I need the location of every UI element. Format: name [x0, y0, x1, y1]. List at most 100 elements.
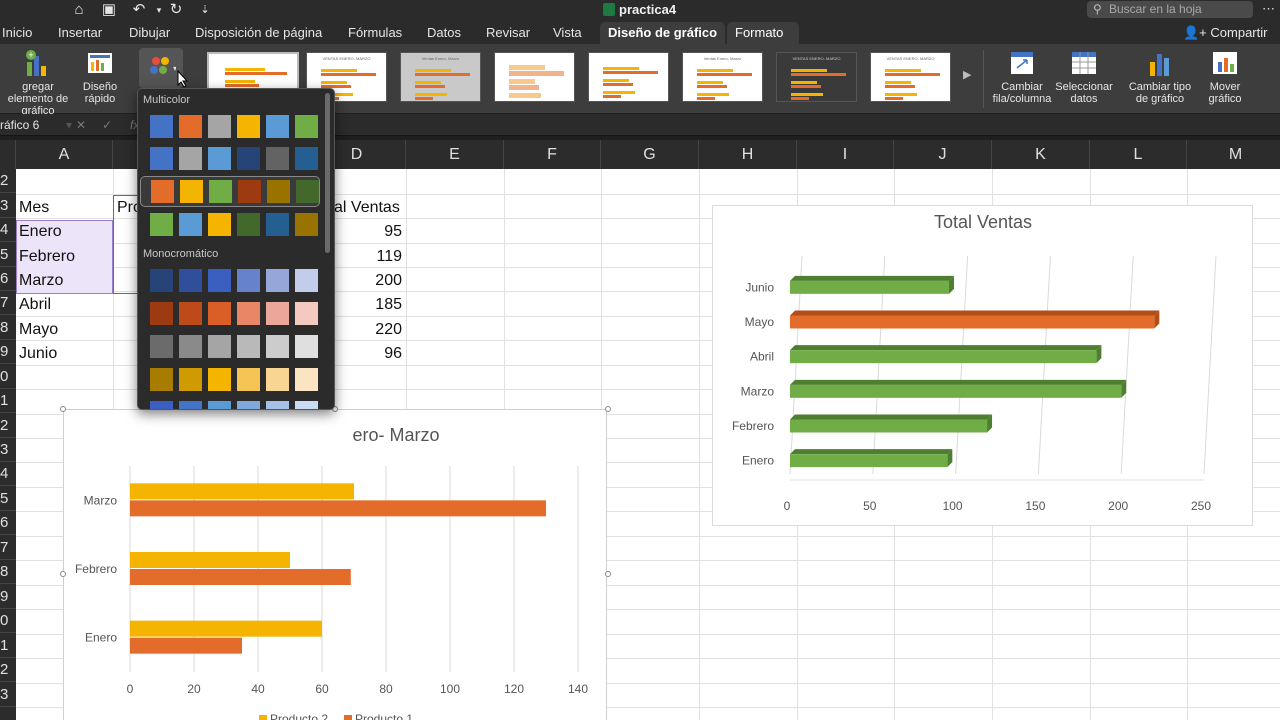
- row-header[interactable]: 8: [0, 316, 16, 340]
- col-header-d[interactable]: D: [308, 140, 406, 169]
- row-header[interactable]: 6: [0, 511, 16, 535]
- change-colors-button[interactable]: ▾: [139, 48, 183, 88]
- row-header[interactable]: 3: [0, 194, 16, 218]
- row-header[interactable]: 3: [0, 438, 16, 462]
- bar-abril[interactable]: [790, 345, 1102, 364]
- resize-handle[interactable]: [60, 406, 66, 412]
- gallery-next-icon[interactable]: ▶: [963, 69, 972, 81]
- select-data-button[interactable]: Seleccionar datos: [1054, 48, 1114, 105]
- row-header[interactable]: 9: [0, 585, 16, 609]
- cell-d6[interactable]: 200: [375, 272, 402, 289]
- col-header-i[interactable]: I: [797, 140, 894, 169]
- chart-total-ventas[interactable]: Total Ventas 0 50 100 150 200 250 Enero Febrero M…: [712, 205, 1253, 526]
- tab-diseno-grafico[interactable]: Diseño de gráfico: [600, 22, 726, 44]
- row-header[interactable]: 3: [0, 683, 16, 707]
- cell-a8[interactable]: Mayo: [19, 321, 59, 338]
- undo-icon[interactable]: ↶: [132, 1, 146, 18]
- tab-formato[interactable]: Formato: [727, 22, 799, 44]
- tab-datos[interactable]: Datos: [427, 25, 461, 40]
- row-header[interactable]: 5: [0, 487, 16, 511]
- bar-producto-2[interactable]: [130, 620, 322, 637]
- row-header[interactable]: 1: [0, 634, 16, 658]
- namebox-dropdown-icon[interactable]: ▾: [66, 118, 73, 132]
- bar-marzo[interactable]: [790, 379, 1127, 398]
- share-button[interactable]: 👤+ Compartir: [1183, 23, 1267, 43]
- cell-b3[interactable]: Pro: [117, 199, 142, 216]
- cell-a4[interactable]: Enero: [19, 223, 62, 240]
- chart-style-4[interactable]: [494, 52, 575, 102]
- col-header-e[interactable]: E: [406, 140, 504, 169]
- row-header[interactable]: 8: [0, 560, 16, 584]
- cancel-formula-icon[interactable]: ✕: [76, 118, 87, 132]
- row-header[interactable]: 2: [0, 169, 16, 193]
- col-header-a[interactable]: A: [16, 140, 113, 169]
- tab-formulas[interactable]: Fórmulas: [348, 25, 403, 40]
- save-icon[interactable]: ▣: [101, 1, 117, 18]
- col-header-h[interactable]: H: [699, 140, 797, 169]
- cell-d4[interactable]: 95: [384, 223, 402, 240]
- bar-producto-1[interactable]: [130, 569, 351, 585]
- cell-d7[interactable]: 185: [375, 296, 402, 313]
- chart-ventas-enero-marzo[interactable]: ero- Marzo 0 20 40 60 80 100 120 140 Enero Febrero…: [63, 409, 607, 720]
- cell-d3[interactable]: al Ventas: [334, 199, 400, 216]
- row-header[interactable]: 4: [0, 462, 16, 486]
- resize-handle[interactable]: [60, 571, 66, 577]
- redo-icon[interactable]: ↻: [169, 1, 183, 18]
- cell-a3[interactable]: Mes: [19, 199, 50, 216]
- row-header[interactable]: 0: [0, 609, 16, 633]
- cell-d8[interactable]: 220: [375, 321, 402, 338]
- row-header[interactable]: 9: [0, 340, 16, 364]
- cell-a6[interactable]: Marzo: [19, 272, 64, 289]
- col-header-g[interactable]: G: [601, 140, 699, 169]
- row-header[interactable]: 1: [0, 389, 16, 413]
- chart-style-5[interactable]: [588, 52, 669, 102]
- quick-layout-button[interactable]: Diseño rápido: [80, 48, 120, 105]
- resize-handle[interactable]: [605, 406, 611, 412]
- resize-handle[interactable]: [605, 571, 611, 577]
- bar-enero[interactable]: [790, 449, 953, 468]
- tab-inicio[interactable]: Inicio: [2, 25, 33, 40]
- row-header[interactable]: 6: [0, 267, 16, 291]
- more-icon[interactable]: ⋯: [1262, 1, 1275, 16]
- bar-junio[interactable]: [790, 275, 954, 294]
- row-header[interactable]: 0: [0, 365, 16, 389]
- cell-a5[interactable]: Febrero: [19, 248, 76, 265]
- tab-insertar[interactable]: Insertar: [58, 25, 103, 40]
- dropdown-scrollbar[interactable]: [325, 93, 330, 253]
- row-header[interactable]: 2: [0, 658, 16, 682]
- cell-a9[interactable]: Junio: [19, 345, 58, 362]
- cell-d5[interactable]: 119: [376, 248, 402, 265]
- chart-style-6[interactable]: Ventas Enero- Marzo: [682, 52, 763, 102]
- cell-d9[interactable]: 96: [384, 345, 402, 362]
- col-header-m[interactable]: M: [1187, 140, 1280, 169]
- undo-dropdown-icon[interactable]: ▾: [156, 5, 162, 15]
- row-header[interactable]: 4: [0, 218, 16, 242]
- change-chart-type-button[interactable]: Cambiar tipo de gráfico: [1126, 48, 1194, 105]
- move-chart-button[interactable]: Mover gráfico: [1204, 48, 1246, 105]
- bar-producto-2[interactable]: [130, 483, 354, 500]
- chart-style-7[interactable]: VENTAS ENERO- MARZO: [776, 52, 857, 102]
- col-header-j[interactable]: J: [894, 140, 992, 169]
- tab-disposicion[interactable]: Disposición de página: [195, 25, 323, 40]
- col-header-k[interactable]: K: [992, 140, 1090, 169]
- name-box[interactable]: ráfico 6: [0, 118, 40, 132]
- cell-a7[interactable]: Abril: [19, 296, 52, 313]
- select-all-corner[interactable]: [0, 140, 16, 169]
- row-header[interactable]: 5: [0, 243, 16, 267]
- col-header-f[interactable]: F: [504, 140, 601, 169]
- add-chart-element-button[interactable]: + gregar elemento de gráfico: [0, 48, 76, 117]
- bar-mayo[interactable]: [790, 310, 1160, 329]
- tab-revisar[interactable]: Revisar: [486, 25, 531, 40]
- tab-dibujar[interactable]: Dibujar: [129, 25, 171, 40]
- customize-toolbar-icon[interactable]: ⇣: [200, 4, 210, 16]
- tab-vista[interactable]: Vista: [553, 25, 582, 40]
- row-header[interactable]: 7: [0, 536, 16, 560]
- search-input[interactable]: ⚲ Buscar en la hoja: [1087, 1, 1253, 18]
- home-icon[interactable]: ⌂: [74, 1, 84, 18]
- row-header[interactable]: 7: [0, 291, 16, 315]
- bar-producto-1[interactable]: [130, 637, 242, 654]
- row-header[interactable]: 2: [0, 414, 16, 438]
- chart-style-8[interactable]: VENTAS ENERO- MARZO: [870, 52, 951, 102]
- confirm-formula-icon[interactable]: ✓: [102, 118, 113, 132]
- bar-producto-1[interactable]: [130, 500, 546, 517]
